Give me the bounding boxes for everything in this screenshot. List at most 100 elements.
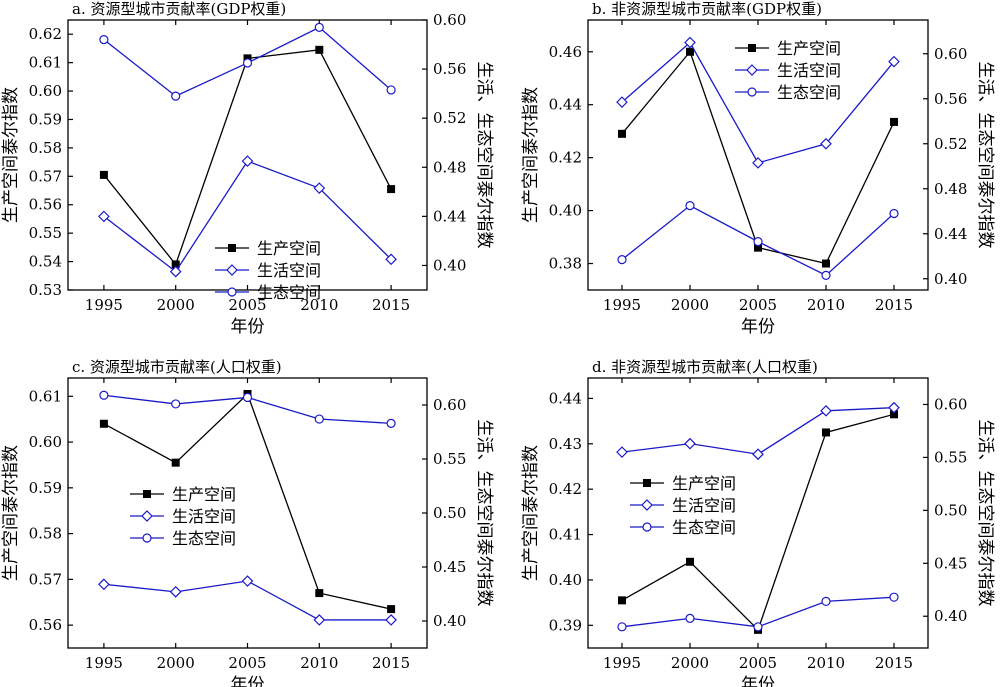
x-tick-label: 2010 [300,654,338,672]
y-tick-label: 0.59 [29,479,62,497]
data-point [315,45,324,54]
y-tick-label: 0.58 [29,139,62,157]
legend-marker [641,499,653,511]
y-right-axis-label: 生活、生态空间泰尔指数 [474,420,494,607]
data-point [616,96,628,108]
data-point [313,182,326,194]
x-tick-label: 1995 [85,654,123,672]
data-point [752,157,764,169]
legend-marker [142,533,152,543]
data-point [171,458,180,467]
data-point [821,596,831,607]
data-point [387,605,396,614]
series-line-1 [621,406,895,455]
data-point [888,401,900,414]
legend-label: 生产空间 [672,474,736,493]
y-tick-label: 0.40 [549,202,582,220]
data-point [387,185,396,194]
panel-c: c. 资源型城市贡献率(人口权重) 1995 2000 2005 2010 2015 年份 0… [1,358,494,687]
data-point [242,392,253,403]
panel-b: b. 非资源型城市贡献率(GDP权重) 1995 2000 2005 2010 2015 年… [521,0,995,337]
data-point [686,47,694,56]
data-point [685,613,695,623]
y-right-tick-label: 0.40 [934,270,967,288]
legend-marker [226,264,238,276]
y-tick-label: 0.61 [29,387,62,405]
legend-label: 生活空间 [672,496,736,515]
data-point [752,448,764,461]
y-right-tick-label: 0.50 [433,504,466,522]
y-right-tick-label: 0.55 [934,448,967,466]
y-right-tick-label: 0.56 [433,60,466,78]
y-tick-label: 0.60 [29,82,62,100]
x-tick-label: 2010 [300,296,338,314]
y-right-tick-label: 0.60 [433,396,466,414]
data-point [617,622,627,632]
data-point [684,437,696,450]
data-point [753,237,763,247]
y-tick-label: 0.46 [549,43,582,61]
data-point [99,390,109,400]
y-right-tick-label: 0.52 [934,135,967,153]
y-tick-label: 0.55 [29,224,62,242]
y-right-tick-label: 0.40 [433,256,466,274]
plot-frame [67,377,428,649]
data-point [171,91,181,101]
data-point [98,578,110,591]
legend-label: 生态空间 [172,529,236,548]
y-right-axis-label: 生活、生态空间泰尔指数 [975,62,995,249]
legend-marker [746,64,758,76]
legend-marker [227,287,237,297]
y-tick-label: 0.42 [549,480,582,498]
chart-title: a. 资源型城市贡献率(GDP权重) [72,0,286,18]
data-point [385,253,397,266]
legend-marker [643,479,651,487]
y-right-tick-label: 0.60 [433,11,466,29]
data-point [618,596,626,605]
data-point [98,210,110,223]
x-tick-label: 2010 [807,654,845,672]
x-tick-label: 2015 [875,654,913,672]
y-tick-label: 0.38 [549,255,582,273]
x-tick-label: 2005 [739,654,777,672]
data-point [822,259,830,268]
data-point [684,36,696,49]
y-right-tick-label: 0.40 [934,607,967,625]
y-tick-label: 0.42 [549,149,582,167]
y-axis-label: 生产空间泰尔指数 [521,87,541,223]
data-point [686,557,694,566]
data-point [241,155,254,167]
series-line-1 [621,41,895,164]
data-point [313,614,326,626]
y-right-tick-label: 0.44 [934,225,967,243]
y-right-tick-label: 0.48 [934,180,967,198]
data-point [99,35,109,45]
series-line-1 [103,160,392,273]
y-tick-label: 0.56 [29,616,62,634]
y-tick-label: 0.39 [549,616,582,634]
x-axis-label: 年份 [231,675,265,687]
data-point [820,137,832,150]
y-tick-label: 0.40 [549,571,582,589]
data-point [618,129,626,138]
y-right-axis-label: 生活、生态空间泰尔指数 [474,62,494,249]
legend-marker [228,244,236,252]
y-tick-label: 0.43 [549,435,582,453]
data-point [99,170,108,179]
x-tick-label: 2000 [671,654,709,672]
data-point [169,265,182,278]
x-axis-label: 年份 [231,317,265,337]
data-point [242,58,253,68]
y-axis-label: 生产空间泰尔指数 [1,445,21,581]
x-tick-label: 2005 [228,296,266,314]
legend-label: 生态空间 [777,83,841,102]
data-point [314,22,324,32]
y-right-tick-label: 0.56 [934,90,967,108]
y-tick-label: 0.54 [29,253,62,271]
legend-label: 生活空间 [777,61,841,80]
x-tick-label: 2000 [157,296,195,314]
data-point [616,446,628,458]
